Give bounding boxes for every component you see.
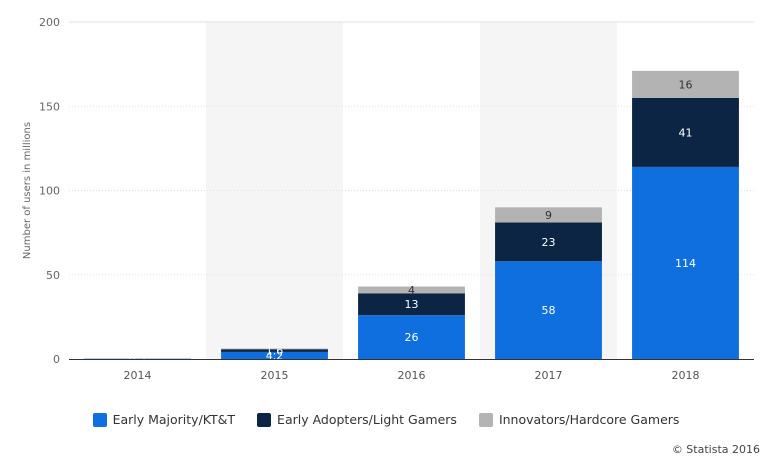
bar-2018-s1 <box>632 97 739 167</box>
y-tick-label-50: 50 <box>46 269 60 282</box>
y-axis-title: Number of users in millions <box>22 122 33 259</box>
x-tick-label-2016: 2016 <box>398 369 426 382</box>
bar-2017-s1 <box>495 222 602 262</box>
bar-2018-s0 <box>632 166 739 359</box>
bar-2015-s2 <box>221 348 328 350</box>
legend-item-early-adopters[interactable]: Early Adopters/Light Gamers <box>257 412 457 427</box>
data-label-2016-s0: 26 <box>405 331 419 344</box>
bar-2015-s0 <box>221 351 328 359</box>
bar-2018-s2 <box>632 70 739 98</box>
x-tick-label-2014: 2014 <box>124 369 152 382</box>
x-tick-label-2015: 2015 <box>261 369 289 382</box>
bar-2016-s1 <box>358 293 465 316</box>
data-label-2018-s2: 16 <box>679 78 693 91</box>
legend-label-early-majority: Early Majority/KT&T <box>112 412 236 427</box>
data-label-2018-s0: 114 <box>675 257 696 270</box>
y-tick-label-100: 100 <box>39 185 60 198</box>
bar-2017-s0 <box>495 261 602 359</box>
data-label-2016-s2: 4 <box>408 284 415 297</box>
band-shade-2015 <box>206 22 343 359</box>
data-label-2017-s0: 58 <box>542 304 556 317</box>
x-tick-label-2018: 2018 <box>672 369 700 382</box>
legend-item-innovators[interactable]: Innovators/Hardcore Gamers <box>478 412 680 427</box>
x-tick-label-2017: 2017 <box>535 369 563 382</box>
bar-2016-s2 <box>358 286 465 294</box>
legend-label-early-adopters: Early Adopters/Light Gamers <box>277 412 457 427</box>
legend-label-innovators: Innovators/Hardcore Gamers <box>498 412 680 427</box>
bar-2015-s1 <box>221 349 328 352</box>
data-label-2018-s1: 41 <box>679 126 693 139</box>
statista-credit: © Statista 2016 <box>671 443 760 456</box>
y-tick-label-0: 0 <box>53 353 60 366</box>
y-tick-label-200: 200 <box>39 16 60 29</box>
legend-swatch-early-adopters <box>257 412 272 427</box>
data-label-2015-s1: 1.6 <box>266 345 284 358</box>
legend-swatch-early-majority <box>92 412 107 427</box>
y-tick-label-150: 150 <box>39 100 60 113</box>
bar-2016-s0 <box>358 315 465 359</box>
legend: Early Majority/KT&T Early Adopters/Light… <box>0 412 772 427</box>
data-label-2017-s2: 9 <box>545 209 552 222</box>
bar-2017-s2 <box>495 207 602 223</box>
bar-2014-s0 <box>84 358 191 360</box>
legend-item-early-majority[interactable]: Early Majority/KT&T <box>92 412 236 427</box>
data-label-2017-s1: 23 <box>542 236 556 249</box>
data-label-2016-s1: 13 <box>405 298 419 311</box>
legend-swatch-innovators <box>478 412 493 427</box>
